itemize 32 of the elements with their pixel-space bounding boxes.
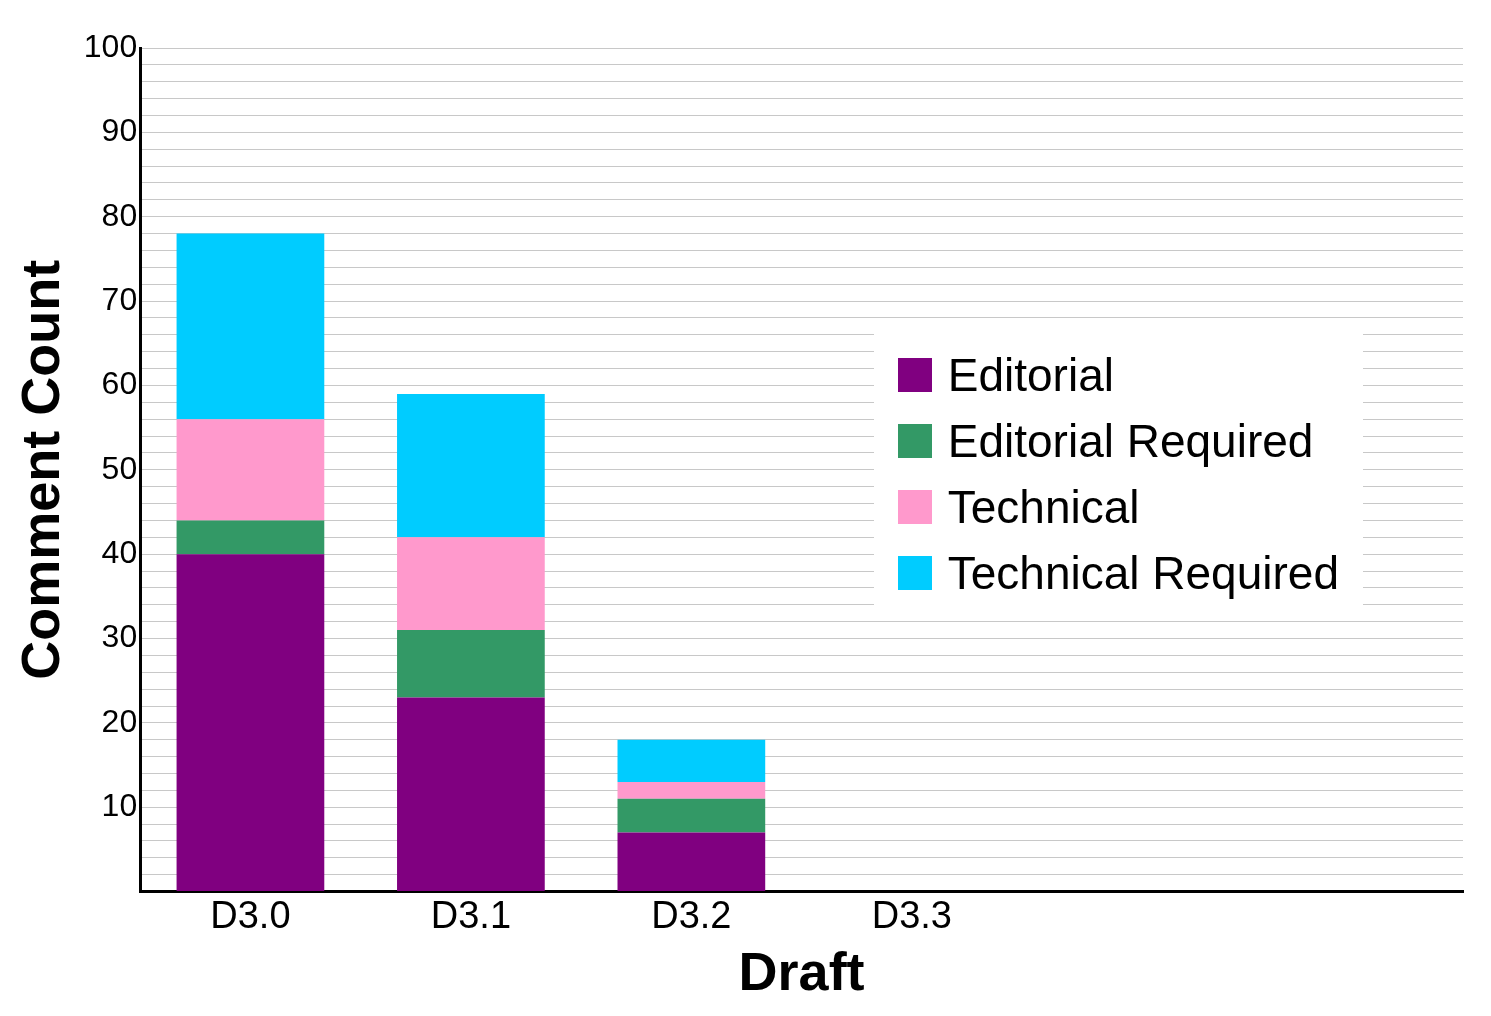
y-tick-label: 20 xyxy=(101,702,138,739)
y-tick-label: 50 xyxy=(101,449,138,486)
y-tick-label: 30 xyxy=(101,618,138,655)
legend-label: Editorial Required xyxy=(947,414,1314,469)
bar xyxy=(617,781,766,799)
bar xyxy=(617,832,766,892)
bar xyxy=(617,798,766,833)
bar xyxy=(397,697,545,892)
x-tick-label: D3.3 xyxy=(871,893,952,936)
bar xyxy=(397,537,545,631)
y-tick-label: 70 xyxy=(101,280,138,317)
y-tick-label: 60 xyxy=(101,365,138,402)
y-axis-title: Comment Count xyxy=(10,259,71,680)
bar xyxy=(176,419,325,521)
y-tick-label: 10 xyxy=(101,787,138,824)
legend-label: Technical xyxy=(947,480,1140,535)
legend-label: Technical Required xyxy=(947,546,1339,601)
y-tick-label: 40 xyxy=(101,533,138,570)
y-tick-label: 100 xyxy=(83,27,138,64)
bar xyxy=(176,233,325,420)
y-tick-label: 90 xyxy=(101,112,138,149)
x-tick-label: D3.1 xyxy=(430,893,512,936)
bar xyxy=(176,554,325,892)
bar xyxy=(176,520,325,555)
x-tick-label: D3.2 xyxy=(651,893,732,936)
bar xyxy=(397,630,545,698)
y-tick-label: 80 xyxy=(101,196,138,233)
x-tick-label: D3.0 xyxy=(210,893,291,936)
legend-label: Editorial xyxy=(947,348,1114,403)
bar xyxy=(397,393,545,538)
bar xyxy=(617,739,766,782)
x-axis-title: Draft xyxy=(738,941,865,1002)
